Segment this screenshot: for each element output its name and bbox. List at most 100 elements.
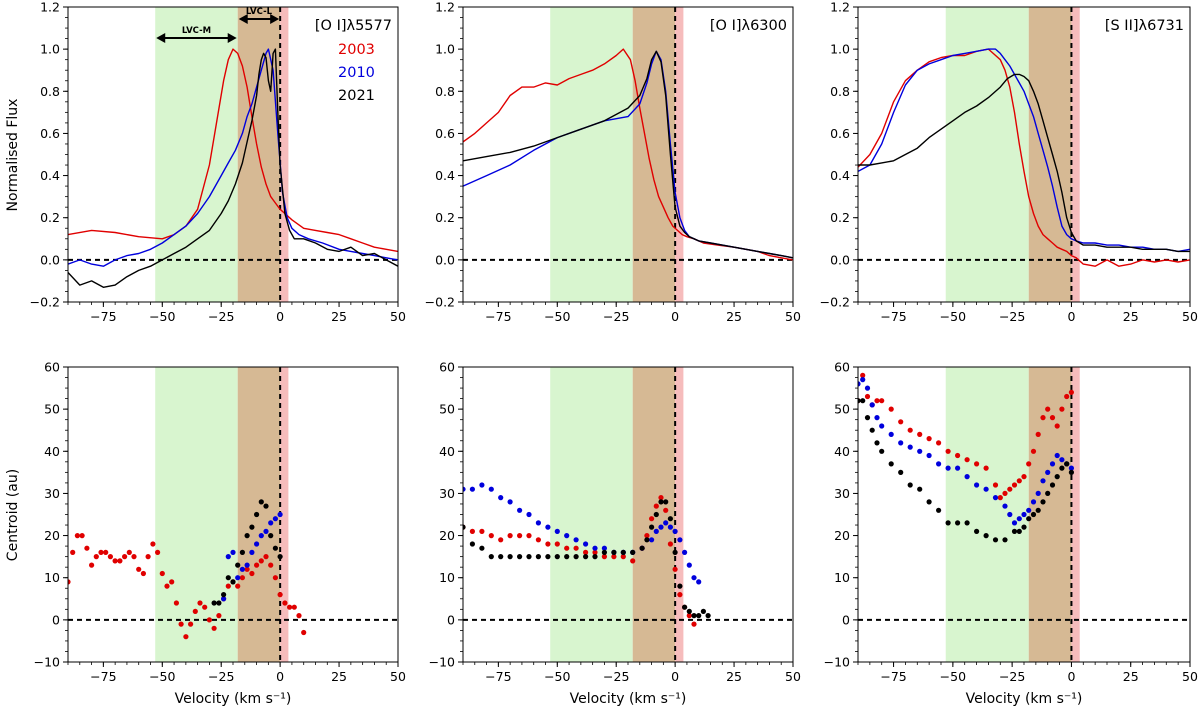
data-point-2021	[469, 541, 475, 547]
y-tick-label: 0.4	[830, 168, 850, 183]
y-tick-label: 1.0	[435, 42, 455, 57]
data-point-2010	[1068, 465, 1074, 471]
y-tick-label: 50	[834, 402, 850, 417]
x-tick-label: −25	[999, 309, 1025, 324]
y-tick-label: 1.2	[40, 0, 60, 15]
data-point-2003	[874, 398, 880, 404]
data-point-2010	[1007, 511, 1013, 518]
data-point-2003	[291, 604, 297, 610]
series-group	[858, 372, 1074, 543]
y-tick-label: −0.2	[30, 295, 60, 310]
y-tick-label: −0.2	[425, 295, 455, 310]
data-point-2003	[235, 583, 241, 589]
data-point-2003	[140, 570, 146, 577]
data-point-2010	[696, 579, 702, 585]
arrow-head-right	[227, 33, 237, 43]
data-point-2003	[864, 393, 871, 400]
y-tick-label: 10	[834, 570, 850, 585]
data-point-2003	[268, 562, 274, 568]
data-point-2003	[1040, 415, 1046, 421]
data-point-2003	[498, 537, 504, 543]
data-point-2003	[136, 566, 142, 572]
y-tick-label: −10	[429, 655, 455, 670]
data-point-2003	[155, 549, 161, 556]
y-tick-label: 40	[44, 444, 60, 459]
data-point-2003	[601, 554, 608, 560]
data-point-2010	[945, 465, 951, 471]
data-point-2003	[936, 440, 942, 446]
y-tick-label: 60	[439, 360, 455, 375]
shade-red	[1071, 367, 1080, 662]
data-point-2021	[1045, 490, 1051, 496]
y-tick-label: −10	[34, 655, 60, 670]
data-point-2021	[926, 499, 932, 505]
y-tick-label: 0.2	[40, 210, 60, 225]
x-tick-label: 25	[726, 309, 742, 324]
data-point-2010	[239, 566, 245, 572]
series-line-2010	[858, 48, 1190, 253]
y-tick-label: 50	[439, 402, 455, 417]
data-point-2003	[667, 541, 674, 547]
data-point-2003	[649, 516, 655, 522]
arrow-head-right	[270, 14, 280, 24]
x-tick-label: 50	[785, 669, 801, 684]
data-point-2021	[535, 554, 542, 560]
data-point-2021	[639, 545, 645, 551]
data-point-2010	[1011, 520, 1018, 526]
data-point-2021	[696, 613, 702, 619]
data-point-2021	[611, 549, 617, 556]
y-tick-label: 1.0	[830, 42, 850, 57]
data-point-2021	[955, 520, 961, 526]
x-tick-label: −25	[603, 669, 629, 684]
shade-lvc-m	[155, 7, 238, 302]
data-point-2010	[992, 495, 999, 501]
y-tick-label: 20	[439, 528, 455, 543]
data-point-2021	[1068, 469, 1074, 475]
y-tick-label: 0.6	[435, 126, 455, 141]
x-tick-label: 25	[1123, 309, 1139, 324]
data-point-2003	[860, 372, 866, 378]
shade-red	[1071, 7, 1080, 302]
data-point-2003	[173, 600, 179, 606]
data-point-2021	[545, 554, 551, 560]
data-point-2010	[526, 511, 532, 518]
data-point-2010	[498, 495, 504, 501]
data-point-2021	[258, 499, 264, 505]
y-tick-label: 0.6	[830, 126, 850, 141]
data-point-2010	[672, 528, 678, 535]
data-point-2003	[1059, 406, 1065, 412]
x-tick-label: −50	[149, 669, 175, 684]
data-point-2021	[554, 554, 560, 560]
x-tick-label: 25	[331, 669, 347, 684]
x-tick-label: 0	[276, 669, 284, 684]
data-point-2003	[225, 583, 231, 589]
shade-lvc-m	[550, 7, 633, 302]
data-point-2003	[202, 604, 208, 610]
y-tick-label: 0.8	[830, 84, 850, 99]
data-point-2010	[221, 596, 227, 602]
data-point-2003	[564, 545, 570, 551]
data-point-2010	[592, 545, 598, 551]
series-line-2021	[858, 73, 1190, 253]
data-point-2021	[644, 537, 650, 543]
data-point-2010	[1049, 461, 1056, 467]
data-point-2021	[225, 575, 231, 581]
data-point-2003	[1030, 448, 1037, 454]
data-point-2021	[907, 482, 913, 488]
y-tick-label: −0.2	[820, 295, 850, 310]
data-point-2021	[1026, 516, 1032, 522]
data-point-2003	[535, 537, 542, 543]
data-point-2003	[1054, 423, 1060, 429]
bottom-ylabel: Centroid (au)	[5, 469, 21, 561]
data-point-2003	[686, 613, 692, 619]
y-tick-label: 0.6	[40, 126, 60, 141]
y-tick-label: 30	[44, 486, 60, 501]
data-point-2003	[691, 621, 697, 627]
data-point-2003	[907, 427, 913, 433]
legend-entry-2010: 2010	[338, 65, 375, 81]
data-point-2021	[211, 600, 217, 606]
data-point-2003	[84, 545, 90, 551]
data-point-2010	[1026, 507, 1032, 513]
data-point-2010	[964, 474, 970, 480]
data-point-2010	[1002, 503, 1008, 509]
